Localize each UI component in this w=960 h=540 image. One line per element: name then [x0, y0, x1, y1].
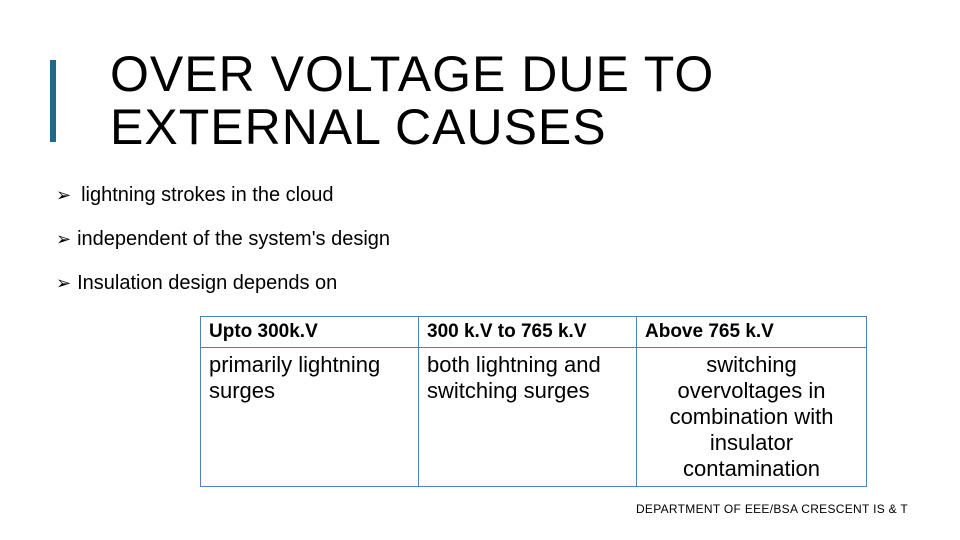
- bullet-marker-icon: ➢: [56, 270, 71, 296]
- bullet-text: independent of the system's design: [77, 226, 390, 252]
- table-row: primarily lightning surges both lightnin…: [201, 348, 867, 487]
- footer-text: DEPARTMENT OF EEE/BSA CRESCENT IS & T: [636, 502, 908, 516]
- title-line-2: EXTERNAL CAUSES: [110, 99, 607, 155]
- bullet-list: ➢ lightning strokes in the cloud ➢ indep…: [56, 182, 390, 314]
- table-header-row: Upto 300k.V 300 k.V to 765 k.V Above 765…: [201, 317, 867, 348]
- voltage-table: Upto 300k.V 300 k.V to 765 k.V Above 765…: [200, 316, 867, 487]
- table-cell: switching overvoltages in combination wi…: [637, 348, 867, 487]
- slide: OVER VOLTAGE DUE TO EXTERNAL CAUSES ➢ li…: [0, 0, 960, 540]
- table-cell: both lightning and switching surges: [419, 348, 637, 487]
- title-line-1: OVER VOLTAGE DUE TO: [110, 46, 714, 102]
- bullet-text: lightning strokes in the cloud: [81, 182, 333, 208]
- table-cell: primarily lightning surges: [201, 348, 419, 487]
- bullet-item: ➢ Insulation design depends on: [56, 270, 390, 296]
- bullet-text: Insulation design depends on: [77, 270, 337, 296]
- bullet-item: ➢ independent of the system's design: [56, 226, 390, 252]
- slide-title: OVER VOLTAGE DUE TO EXTERNAL CAUSES: [110, 48, 714, 153]
- accent-bar: [50, 60, 56, 142]
- bullet-marker-icon: ➢: [56, 226, 71, 252]
- bullet-marker-icon: ➢: [56, 182, 71, 208]
- table-header: Upto 300k.V: [201, 317, 419, 348]
- table-header: Above 765 k.V: [637, 317, 867, 348]
- table-header: 300 k.V to 765 k.V: [419, 317, 637, 348]
- bullet-item: ➢ lightning strokes in the cloud: [56, 182, 390, 208]
